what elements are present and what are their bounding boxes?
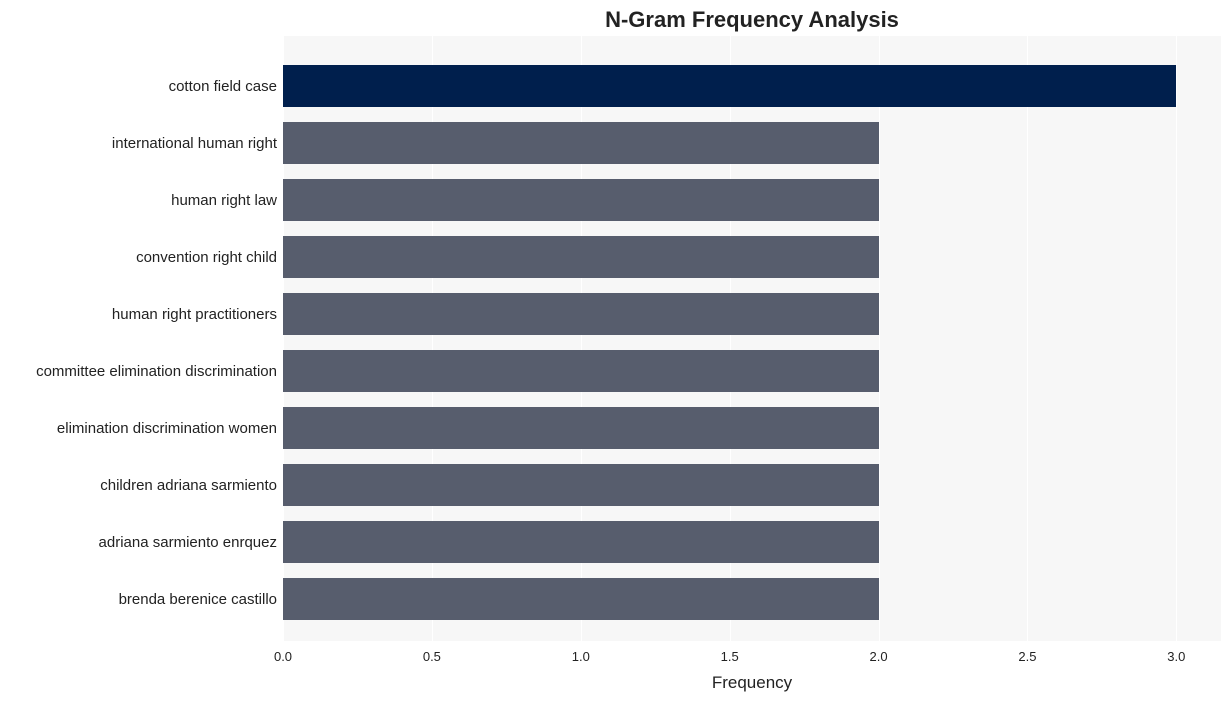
bar [283,65,1176,107]
y-tick-label: convention right child [136,249,277,266]
x-tick-label: 0.5 [423,649,441,664]
x-axis-label: Frequency [283,673,1221,693]
y-tick-label: brenda berenice castillo [119,591,277,608]
y-tick-label: human right practitioners [112,306,277,323]
grid-line [1176,36,1177,641]
y-tick-label: elimination discrimination women [57,420,277,437]
ngram-chart: N-Gram Frequency Analysis Frequency 0.0 0… [0,0,1222,701]
y-tick-label: children adriana sarmiento [100,477,277,494]
x-tick-label: 2.0 [870,649,888,664]
bar [283,350,879,392]
plot-area [283,36,1221,641]
y-tick-label: committee elimination discrimination [36,363,277,380]
bar [283,179,879,221]
chart-title: N-Gram Frequency Analysis [283,7,1221,33]
grid-line [1027,36,1028,641]
bar [283,407,879,449]
x-tick-label: 3.0 [1167,649,1185,664]
bar [283,122,879,164]
y-tick-label: international human right [112,135,277,152]
y-tick-label: adriana sarmiento enrquez [99,534,277,551]
y-tick-label: human right law [171,192,277,209]
x-tick-label: 0.0 [274,649,292,664]
x-tick-label: 1.5 [721,649,739,664]
bar [283,464,879,506]
x-tick-label: 2.5 [1018,649,1036,664]
bar [283,236,879,278]
grid-line [879,36,880,641]
bar [283,578,879,620]
y-tick-label: cotton field case [169,78,277,95]
x-tick-label: 1.0 [572,649,590,664]
bar [283,293,879,335]
bar [283,521,879,563]
